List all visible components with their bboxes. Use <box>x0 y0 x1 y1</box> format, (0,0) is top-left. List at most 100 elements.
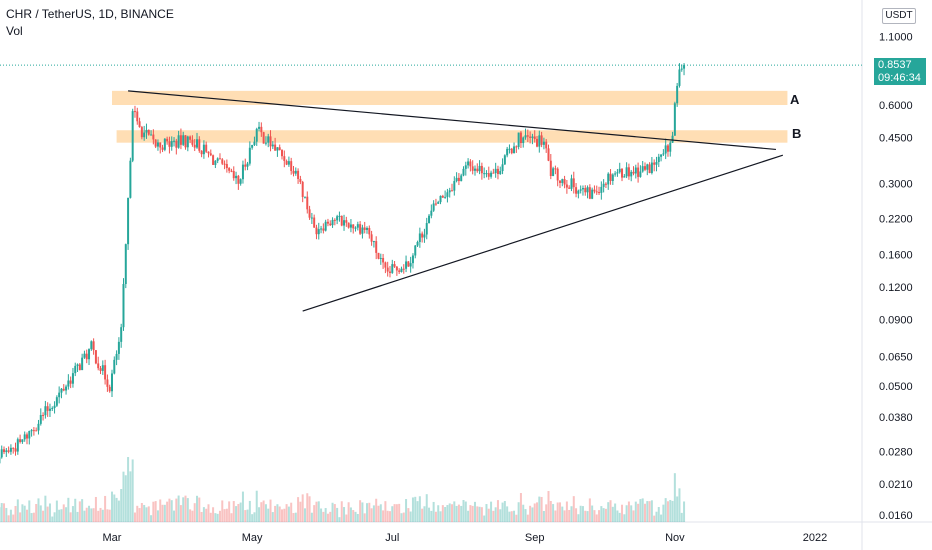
volume-bar <box>448 503 451 522</box>
volume-bar <box>441 505 444 522</box>
volume-bar <box>368 502 371 522</box>
volume-bar <box>646 501 649 522</box>
candle-body <box>333 219 336 221</box>
volume-bar <box>129 471 132 522</box>
candle-body <box>483 173 486 175</box>
candle-body <box>9 447 12 452</box>
current-price-tag: 0.8537 09:46:34 <box>874 58 926 85</box>
volume-bar <box>531 507 534 522</box>
volume-bar <box>111 491 113 522</box>
volume-bar <box>239 502 242 522</box>
candle-body <box>471 166 474 171</box>
volume-bar <box>386 510 389 522</box>
candle-body <box>673 103 676 136</box>
volume-bar <box>460 505 463 522</box>
candle-body <box>423 234 426 238</box>
volume-bar <box>343 507 346 522</box>
candle-body <box>198 139 201 151</box>
candle-body <box>241 164 244 180</box>
volume-bar <box>662 504 665 522</box>
candle-body <box>58 392 61 398</box>
volume-bar <box>39 505 42 522</box>
volume-bar <box>7 515 10 522</box>
volume-bar <box>97 510 100 522</box>
candle-body <box>287 161 290 165</box>
candle-body <box>430 210 433 216</box>
volume-bar <box>124 475 127 522</box>
candle-body <box>161 147 164 150</box>
candle-body <box>44 406 47 416</box>
candle-body <box>154 139 157 147</box>
volume-bar <box>483 515 486 522</box>
volume-bar <box>533 503 536 522</box>
candle-body <box>570 178 573 189</box>
candle-body <box>46 406 49 411</box>
candle-body <box>3 449 6 453</box>
volume-bar <box>377 505 380 522</box>
candle-body <box>469 161 472 167</box>
candle-body <box>345 220 348 223</box>
candle-body <box>120 327 123 342</box>
candle-body <box>136 111 139 122</box>
volume-bar <box>538 496 541 522</box>
volume-bar <box>561 506 564 522</box>
bar-countdown: 09:46:34 <box>878 72 921 84</box>
candle-body <box>536 138 539 147</box>
currency-unit-badge[interactable]: USDT <box>882 8 916 24</box>
volume-bar <box>366 503 369 522</box>
volume-bar <box>19 512 22 522</box>
candle-body <box>526 135 529 137</box>
symbol-label[interactable]: CHR / TetherUS, 1D, BINANCE <box>6 7 174 21</box>
volume-bar <box>290 502 293 522</box>
candle-body <box>347 222 350 228</box>
volume-bar <box>660 514 663 522</box>
candle-body <box>375 241 378 253</box>
volume-bar <box>182 497 185 522</box>
volume-label[interactable]: Vol <box>6 24 23 38</box>
volume-bar <box>428 507 431 522</box>
volume-bar <box>51 516 54 522</box>
volume-bar <box>333 504 336 522</box>
candle-body <box>660 154 663 157</box>
candle-body <box>648 164 651 174</box>
candle-body <box>650 162 653 174</box>
candle-body <box>395 266 398 271</box>
volume-bar <box>310 512 313 522</box>
candle-body <box>202 144 205 155</box>
volume-bar <box>216 513 219 522</box>
candle-body <box>97 363 100 369</box>
candle-body <box>133 111 136 113</box>
volume-bar <box>547 490 550 522</box>
candle-body <box>37 423 40 431</box>
candle-body <box>260 126 263 133</box>
volume-bar <box>614 503 617 522</box>
candle-body <box>501 164 504 172</box>
volume-bar <box>480 507 483 522</box>
candle-body <box>113 359 116 374</box>
volume-bar <box>138 508 141 522</box>
candle-body <box>411 255 414 264</box>
candle-body <box>400 268 403 272</box>
volume-bar <box>650 500 653 522</box>
volume-bar <box>621 504 624 522</box>
candle-body <box>621 168 624 178</box>
candle-body <box>473 168 476 171</box>
candle-body <box>577 190 580 194</box>
volume-bar <box>625 505 628 522</box>
candle-body <box>292 170 295 174</box>
candle-body <box>74 365 77 374</box>
volume-bar <box>384 501 387 522</box>
candle-body <box>35 430 38 432</box>
candle-body <box>552 168 555 176</box>
candle-body <box>414 245 417 256</box>
volume-bar <box>32 512 35 522</box>
volume-bar <box>473 501 476 522</box>
candle-body <box>320 228 323 230</box>
volume-bar <box>579 505 582 522</box>
candle-body <box>283 156 286 161</box>
candle-body <box>524 135 527 138</box>
volume-bar <box>584 510 587 522</box>
volume-bar <box>67 497 70 522</box>
volume-bar <box>324 508 327 522</box>
